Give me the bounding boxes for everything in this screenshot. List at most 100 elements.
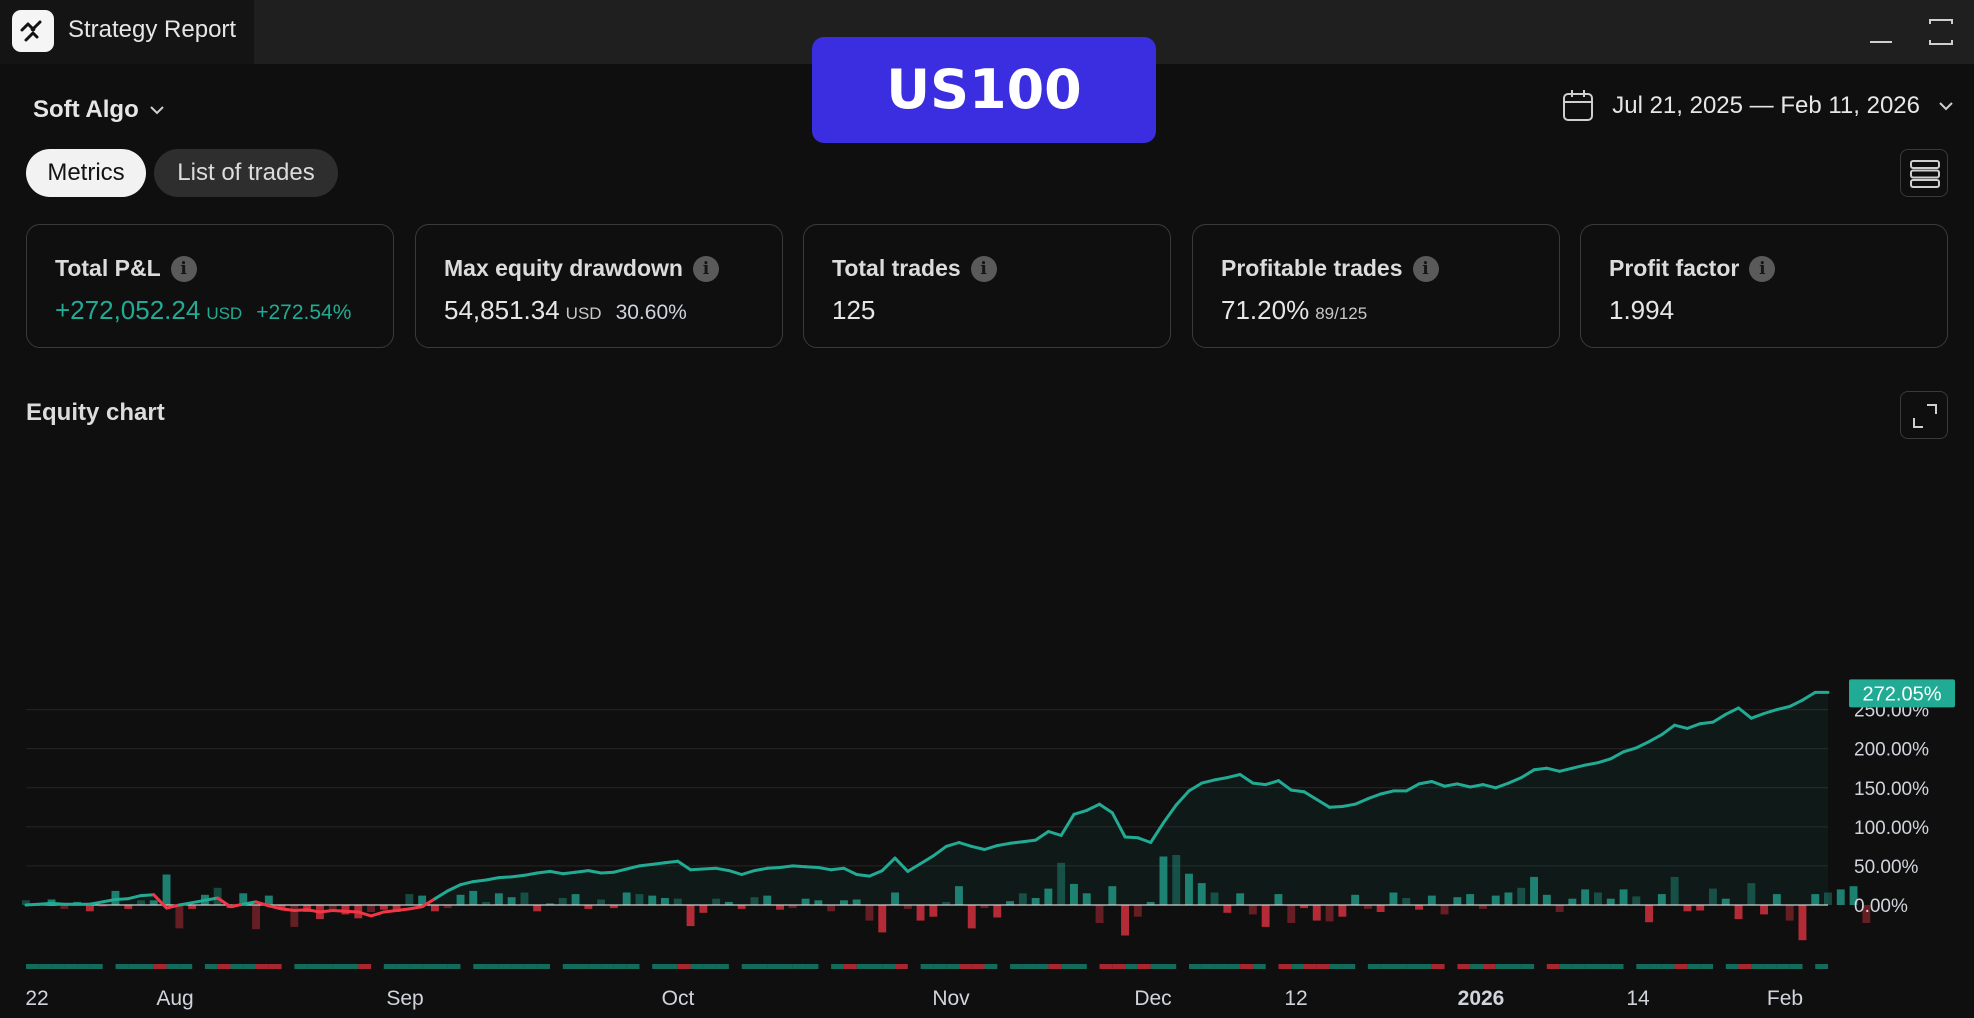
menu-button[interactable] [1900,149,1948,197]
drawdown-strip-segment [959,964,972,969]
drawdown-strip-segment [1419,964,1432,969]
drawdown-strip-segment [486,964,499,969]
equity-line-segment [689,867,705,872]
metric-card-max-drawdown: Max equity drawdown i 54,851.34 USD 30.60… [415,224,783,348]
equity-line-segment [906,862,923,873]
trade-bar [341,905,350,915]
trade-bar [993,905,1002,918]
trade-bar [929,905,938,917]
strategy-selector[interactable]: Soft Algo [33,92,165,128]
expand-button[interactable] [1900,391,1948,439]
trade-bar [98,905,107,907]
equity-line-segment [1468,783,1485,789]
drawdown-strip-segment [1291,964,1304,969]
drawdown-strip-segment [447,964,461,969]
drawdown-strip-segment [1137,964,1151,969]
metric-value: 54,851.34 [444,295,560,325]
trade-bar [661,898,669,905]
info-icon[interactable]: i [692,255,719,282]
drawdown-strip-segment [882,964,896,969]
equity-line-segment [1110,811,1127,839]
trade-bar [1287,905,1296,923]
drawdown-strip-segment [141,964,154,969]
drawdown-strip-segment [831,964,844,969]
equity-line-segment [1264,779,1280,787]
equity-line-segment [1455,782,1472,789]
equity-line-segment [280,907,296,912]
info-icon[interactable]: i [970,255,997,282]
x-tick-label: Dec [1134,987,1171,1010]
strategy-report-icon [12,10,54,52]
trade-bar [1197,883,1206,905]
drawdown-strip-segment [984,964,998,969]
drawdown-strip-segment [358,964,372,969]
equity-line-segment [1430,780,1447,788]
drawdown-strip-segment [319,964,333,969]
trade-bar [1542,894,1551,905]
trade-bar [1044,888,1053,905]
trade-bar [1261,905,1270,927]
drawdown-strip-segment [115,964,129,969]
equity-line-segment [114,897,130,901]
window-title: Strategy Report [68,16,237,43]
metric-unit: USD [206,304,243,323]
drawdown-strip-segment [1495,964,1509,969]
equity-chart[interactable]: 250.00%200.00%150.00%100.00%50.00%0.00%2… [0,450,1974,1018]
equity-line-segment [152,893,169,910]
trade-bar [1300,905,1308,909]
tab-metrics[interactable]: Metrics [26,149,146,197]
minimize-button[interactable] [1858,10,1902,50]
equity-line-segment [1519,768,1536,780]
equity-line-segment [1213,776,1229,782]
x-tick-label: Feb [1767,987,1803,1010]
info-icon[interactable]: i [1412,255,1439,282]
window-tab[interactable]: Strategy Report [0,0,254,64]
equity-line-segment [1507,776,1523,785]
metric-card-profitable-trades: Profitable trades i 71.20% 89/125 [1192,224,1560,348]
info-icon[interactable]: i [170,255,197,282]
metric-card-total-pnl: Total P&L i +272,052.24 USD +272.54% [26,224,394,348]
equity-line-segment [1545,766,1562,773]
trade-bar [891,892,899,905]
equity-line-segment [1724,706,1740,716]
equity-line-segment [254,900,271,908]
drawdown-strip-segment [524,964,538,969]
metric-title: Profitable trades [1221,255,1403,281]
tab-list-of-trades[interactable]: List of trades [154,149,338,197]
trade-bar [239,893,248,905]
equity-line-segment [471,878,488,884]
last-value-label: 272.05% [1863,683,1942,705]
equity-line-segment [37,901,54,906]
drawdown-strip-segment [1150,964,1164,969]
trade-bar [1491,895,1500,905]
trade-bar [1018,893,1027,905]
equity-line-segment [1353,797,1370,806]
drawdown-strip-segment [703,964,717,969]
metric-unit: USD [565,304,602,323]
trade-bar [1798,905,1807,941]
drawdown-strip-segment [1764,964,1777,969]
info-icon[interactable]: i [1749,255,1776,282]
trade-bar [392,905,401,912]
trade-bar [1849,886,1858,905]
metric-percent: +272.54% [256,301,352,324]
date-range-selector[interactable]: Jul 21, 2025 — Feb 11, 2026 [1562,86,1954,126]
maximize-button[interactable] [1918,10,1962,50]
trade-bar [482,901,490,905]
drawdown-strip-segment [1022,964,1036,969]
equity-line-segment [1443,782,1459,788]
drawdown-strip-segment [946,964,959,969]
trade-bar [1351,894,1360,905]
drawdown-strip-segment [613,964,627,969]
drawdown-strip-segment [1508,964,1522,969]
drawdown-strip-segment [1074,964,1087,969]
drawdown-strip-segment [26,964,39,969]
drawdown-strip-segment [588,964,602,969]
equity-line-segment [229,902,245,909]
equity-line-segment [459,880,475,887]
trade-bar [1453,897,1462,905]
equity-line-segment [1558,766,1574,773]
drawdown-strip-segment [1252,964,1266,969]
drawdown-strip-segment [690,964,704,969]
equity-line-segment [407,905,424,911]
